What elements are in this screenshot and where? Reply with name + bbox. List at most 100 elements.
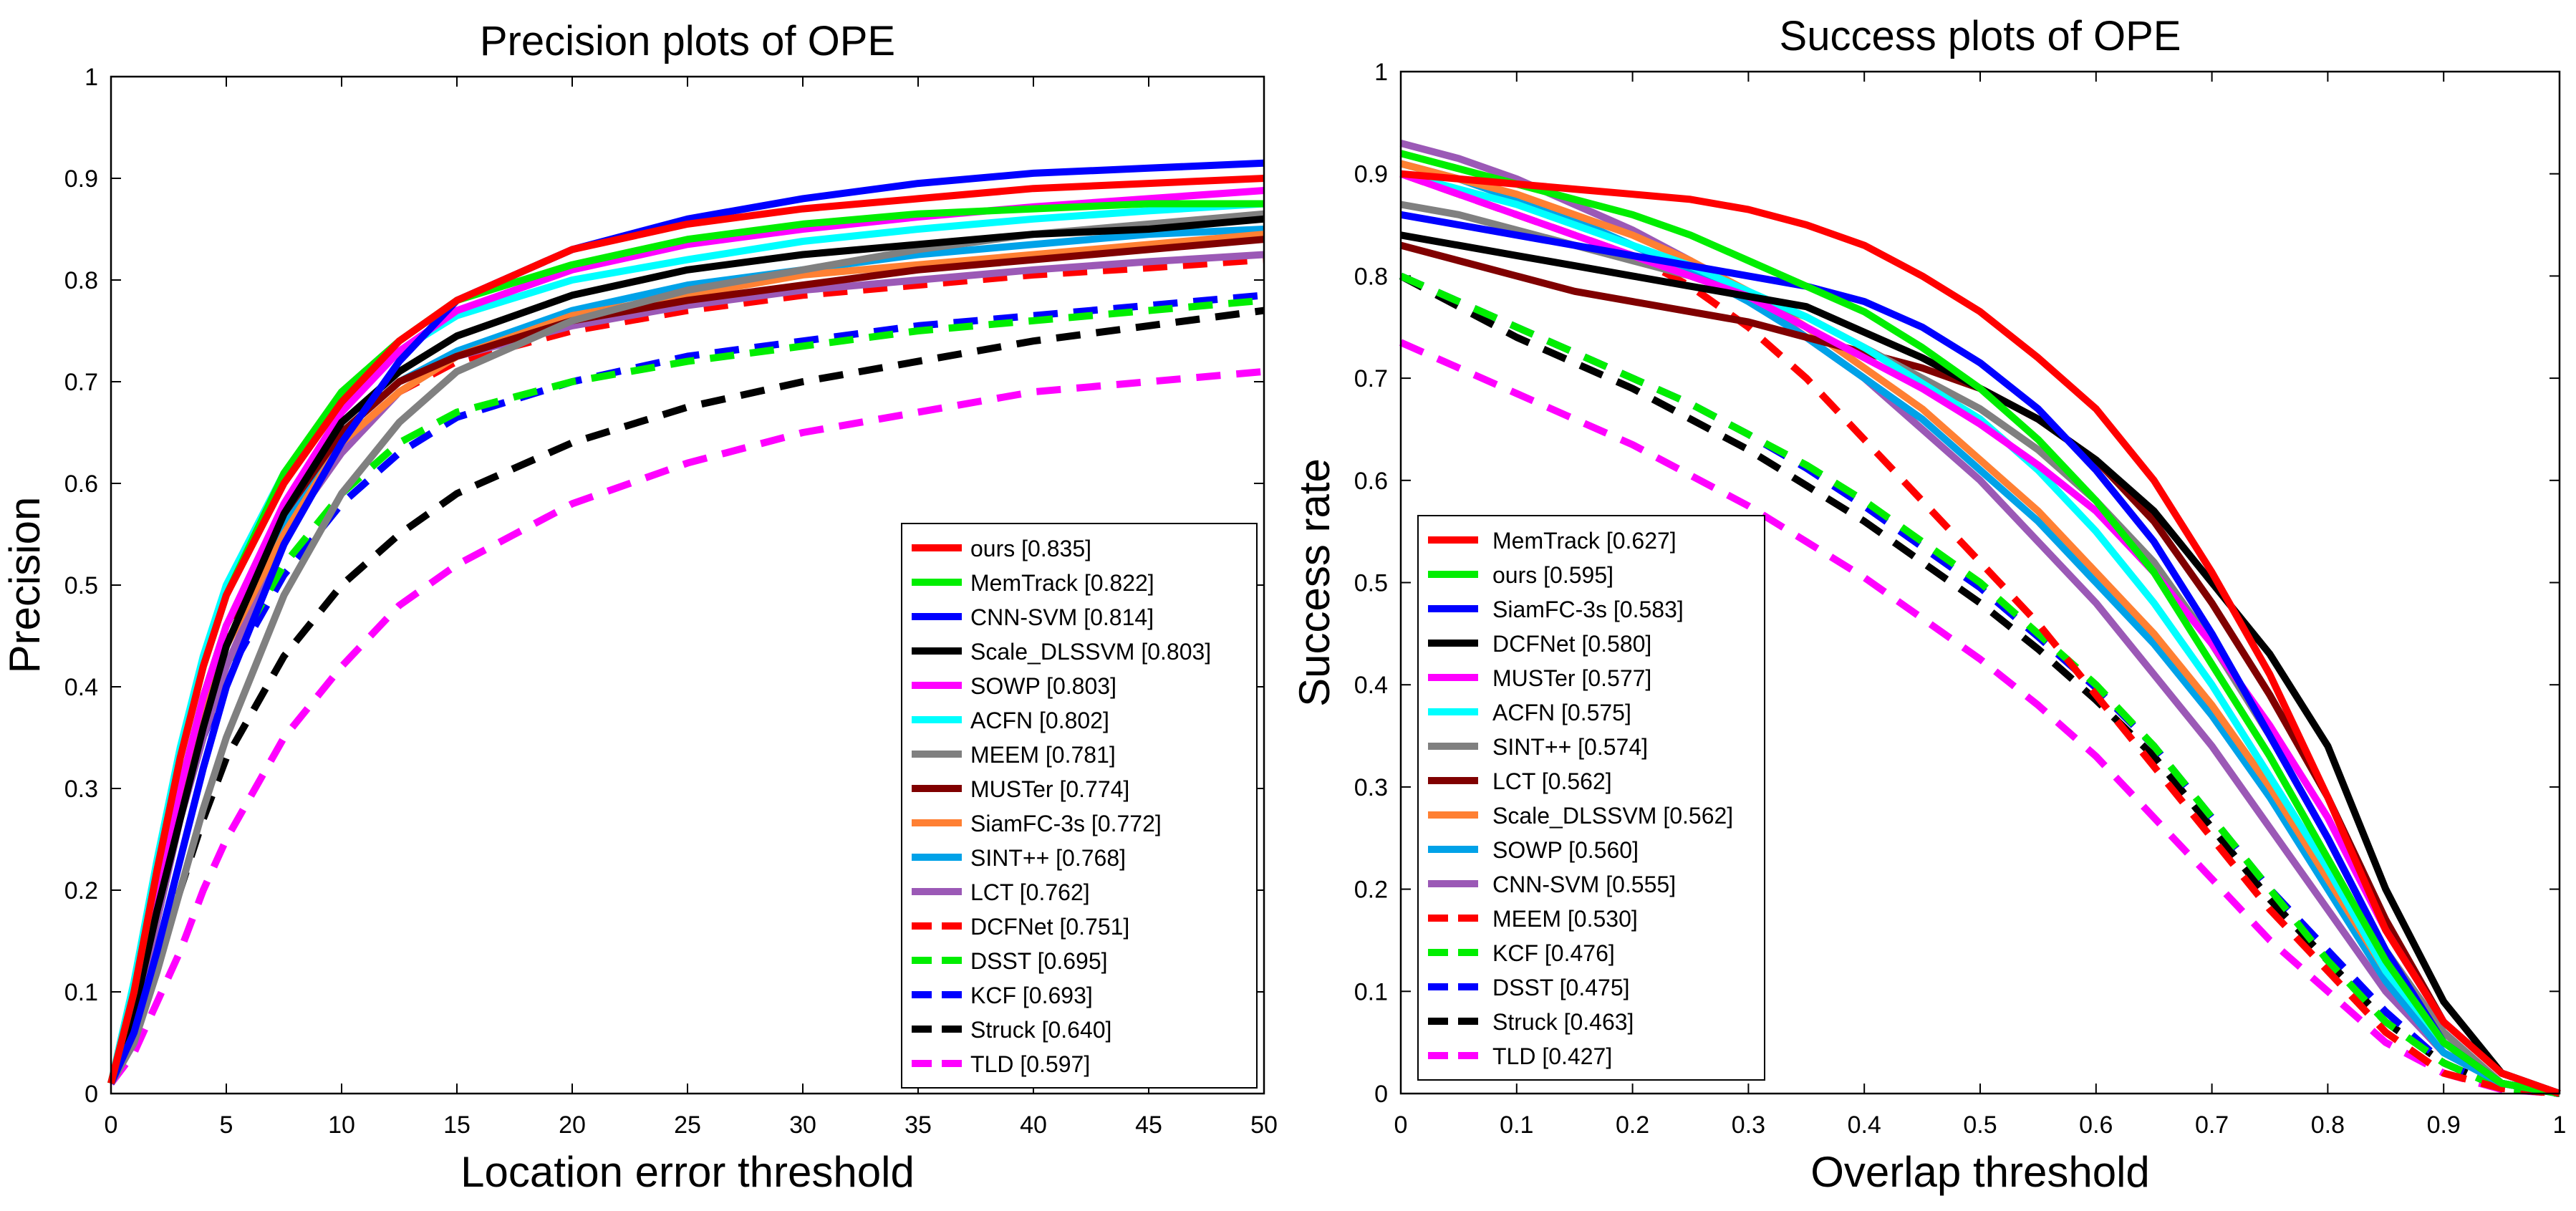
legend-entry: Struck [0.463] <box>1492 1009 1634 1035</box>
legend-entry: TLD [0.427] <box>1492 1043 1612 1069</box>
legend-entry: MEEM [0.530] <box>1492 906 1638 932</box>
legend-entry: SOWP [0.560] <box>1492 837 1639 863</box>
legend-entry: LCT [0.562] <box>1492 768 1612 794</box>
legend-entry: SINT++ [0.574] <box>1492 734 1648 760</box>
x-tick-label: 0.9 <box>2427 1111 2461 1139</box>
legend-entry: DCFNet [0.751] <box>970 914 1129 940</box>
x-tick-label: 30 <box>789 1111 816 1139</box>
plot-frame <box>1399 70 2561 1095</box>
x-axis-label: Location error threshold <box>460 1148 915 1196</box>
legend: MemTrack [0.627] ours [0.595] SiamFC-3s [0… <box>1417 515 1765 1081</box>
legend-entry: KCF [0.693] <box>970 983 1093 1008</box>
legend: ours [0.835] MemTrack [0.822] CNN-SVM [0.8… <box>901 523 1258 1089</box>
x-tick-label: 35 <box>905 1111 932 1139</box>
series-line-memtrack <box>1400 170 2561 1097</box>
y-tick-label: 0.9 <box>64 165 98 193</box>
y-tick-label: 0.7 <box>64 369 98 396</box>
legend-entry: Scale_DLSSVM [0.562] <box>1492 803 1733 829</box>
chart-title: Precision plots of OPE <box>480 18 895 64</box>
y-tick-label: 0 <box>85 1081 98 1108</box>
x-tick-label: 0.7 <box>2195 1111 2229 1139</box>
legend-entry: SOWP [0.803] <box>970 673 1116 699</box>
x-tick-label: 25 <box>674 1111 701 1139</box>
legend-entry: ACFN [0.802] <box>970 708 1109 733</box>
series-line-siamfc-3s <box>1400 211 2560 1097</box>
y-tick-label: 0 <box>1374 1081 1388 1108</box>
series-line-struck <box>1399 272 2560 1097</box>
legend-entry: DSST [0.695] <box>970 948 1108 974</box>
series-line-cnn-svm <box>1399 140 2560 1097</box>
x-tick-label: 20 <box>559 1111 586 1139</box>
chart-2: Success plots of OPE 0 0.1 0.2 0.3 0.4 0.5 0.6 0… <box>1291 13 2566 1196</box>
x-axis-label: Overlap threshold <box>1810 1148 2150 1196</box>
y-tick-label: 0.6 <box>1354 468 1388 495</box>
y-tick-label: 0.3 <box>64 776 98 803</box>
legend-entry: ACFN [0.575] <box>1492 700 1631 725</box>
y-tick-label: 0.8 <box>64 267 98 294</box>
legend-entry: MemTrack [0.627] <box>1492 528 1677 554</box>
y-tick-label: 0.1 <box>64 979 98 1006</box>
y-tick-label: 0.2 <box>64 877 98 904</box>
y-axis-label: Success rate <box>1291 458 1338 707</box>
series-line-tld <box>108 367 1265 1086</box>
y-tick-label: 0.8 <box>1354 263 1388 290</box>
y-tick-label: 1 <box>1374 59 1388 86</box>
x-tick-label: 1 <box>2553 1111 2567 1139</box>
x-tick-label: 15 <box>443 1111 471 1139</box>
y-tick-label: 0.1 <box>1354 978 1388 1005</box>
legend-entry: KCF [0.476] <box>1492 940 1615 966</box>
y-tick-label: 0.4 <box>1354 672 1388 699</box>
x-tick-label: 0.4 <box>1848 1111 1881 1139</box>
legend-entry: DCFNet [0.580] <box>1492 631 1651 657</box>
y-tick-label: 0.3 <box>1354 774 1388 801</box>
y-tick-label: 0.2 <box>1354 877 1388 904</box>
y-tick-label: 0.6 <box>64 471 98 498</box>
series-line-ours <box>1399 150 2560 1097</box>
x-tick-label: 0.8 <box>2311 1111 2345 1139</box>
series-layer <box>107 159 1265 1086</box>
series-line-ours <box>107 175 1265 1085</box>
legend-entry: TLD [0.597] <box>970 1051 1090 1077</box>
x-tick-label: 0.5 <box>1963 1111 1997 1139</box>
y-tick-label: 0.5 <box>64 572 98 599</box>
legend-entry: MemTrack [0.822] <box>970 570 1154 596</box>
series-line-tld <box>1399 339 2560 1097</box>
legend-entry: SiamFC-3s [0.583] <box>1492 597 1684 622</box>
legend-entry: SINT++ [0.768] <box>970 845 1126 871</box>
x-tick-label: 0 <box>1394 1111 1408 1139</box>
x-tick-label: 50 <box>1250 1111 1278 1139</box>
legend-entry: LCT [0.762] <box>970 879 1090 905</box>
x-tick-label: 5 <box>220 1111 233 1139</box>
y-axis-label: Precision <box>1 497 49 674</box>
series-line-scale-dlssvm <box>107 215 1265 1085</box>
legend-entry: CNN-SVM [0.814] <box>970 604 1154 630</box>
x-tick-label: 0.6 <box>2079 1111 2113 1139</box>
x-tick-label: 40 <box>1020 1111 1047 1139</box>
legend-entry: Struck [0.640] <box>970 1017 1111 1043</box>
legend-entry: MUSTer [0.774] <box>970 776 1129 802</box>
legend-entry: Scale_DLSSVM [0.803] <box>970 639 1211 665</box>
x-tick-label: 45 <box>1135 1111 1162 1139</box>
x-tick-label: 0.3 <box>1732 1111 1765 1139</box>
legend-entry: ours [0.835] <box>970 536 1091 561</box>
series-line-cnn-svm <box>107 159 1265 1085</box>
legend-entry: ours [0.595] <box>1492 562 1613 588</box>
legend-entry: MUSTer [0.577] <box>1492 665 1651 691</box>
y-tick-label: 0.5 <box>1354 570 1388 597</box>
y-tick-label: 0.4 <box>64 674 98 701</box>
y-tick-label: 0.9 <box>1354 161 1388 188</box>
legend-entry: SiamFC-3s [0.772] <box>970 811 1162 836</box>
chart-title: Success plots of OPE <box>1780 13 2181 59</box>
x-tick-label: 0.2 <box>1616 1111 1649 1139</box>
legend-entry: MEEM [0.781] <box>970 742 1116 768</box>
y-tick-label: 1 <box>85 64 98 91</box>
legend-entry: DSST [0.475] <box>1492 975 1630 1000</box>
series-line-acfn <box>1399 170 2560 1097</box>
legend-entry: CNN-SVM [0.555] <box>1492 872 1676 897</box>
series-layer <box>1399 140 2561 1097</box>
series-line-kcf <box>1399 272 2560 1097</box>
x-tick-label: 0 <box>105 1111 118 1139</box>
x-tick-label: 10 <box>328 1111 355 1139</box>
